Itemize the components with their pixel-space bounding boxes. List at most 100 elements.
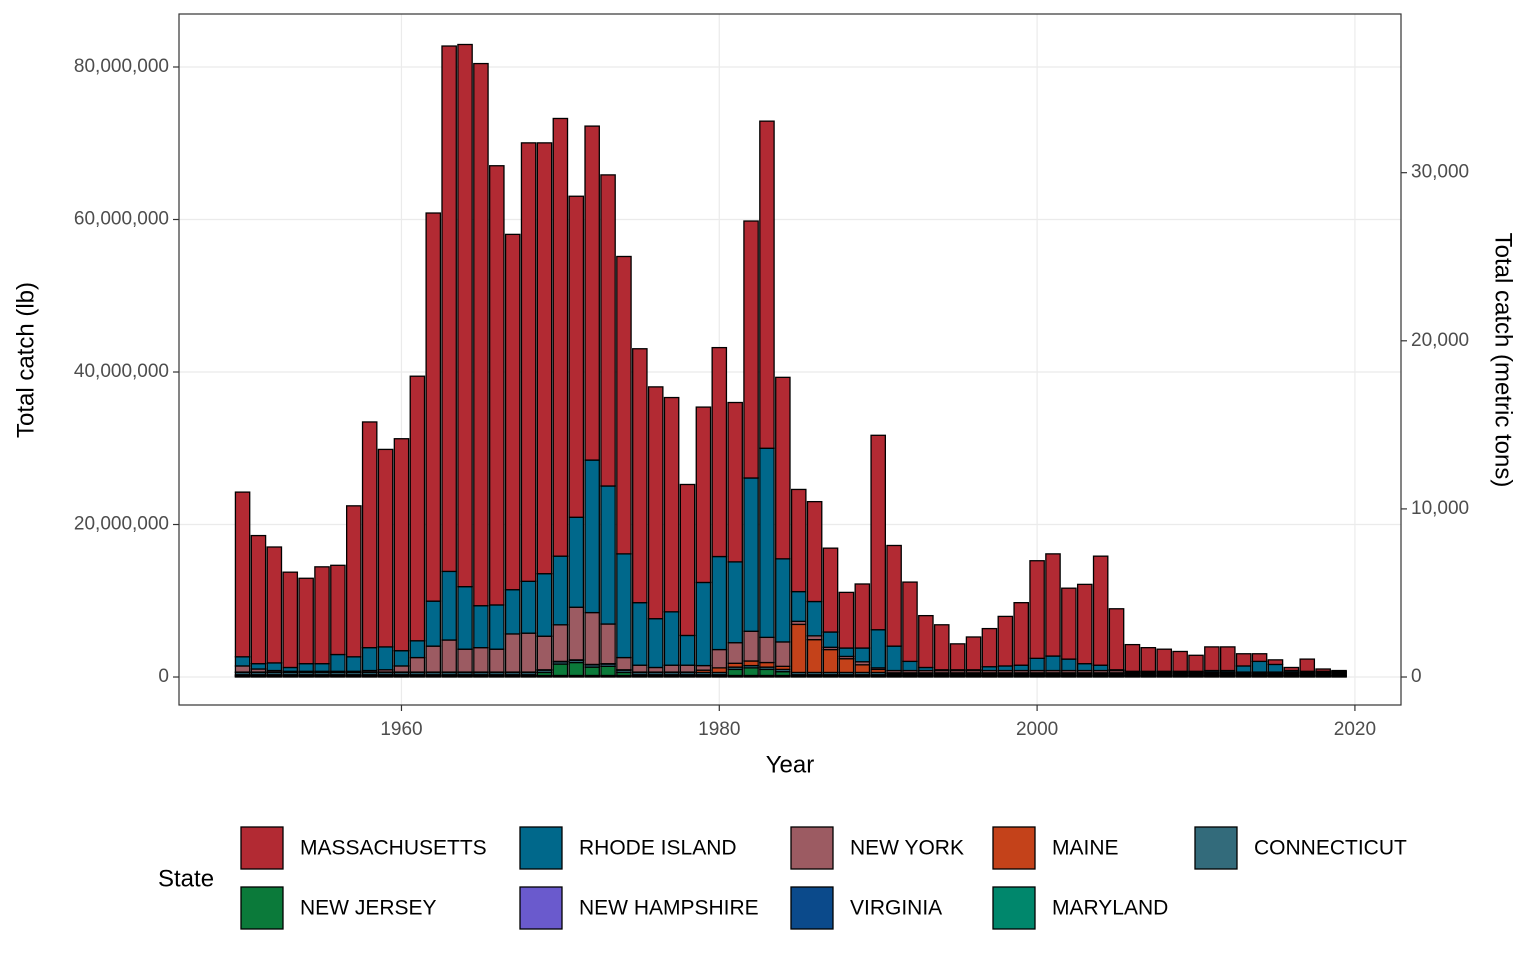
bar-segment bbox=[552, 624, 569, 663]
legend-label: CONNECTICUT bbox=[1254, 837, 1407, 860]
bar-segment bbox=[1251, 653, 1268, 663]
bar-segment bbox=[790, 488, 807, 593]
y-tick-label: 60,000,000 bbox=[74, 209, 169, 230]
bar-segment bbox=[663, 664, 680, 673]
bar-segment bbox=[536, 635, 553, 671]
bar-segment bbox=[695, 581, 712, 667]
bar-segment bbox=[473, 62, 489, 607]
bar-segment bbox=[520, 142, 537, 582]
y-tick-label: 40,000,000 bbox=[74, 361, 169, 382]
bar-segment bbox=[902, 581, 918, 663]
bar-segment bbox=[298, 663, 314, 672]
bar-segment bbox=[695, 664, 712, 671]
bar-segment bbox=[1267, 663, 1284, 673]
y2-tick-label: 10,000 bbox=[1411, 498, 1469, 519]
bar-segment bbox=[918, 614, 934, 669]
bar-segment bbox=[695, 406, 712, 584]
bar-segment bbox=[632, 602, 648, 666]
bar-segment bbox=[838, 647, 855, 658]
bar-segment bbox=[965, 636, 982, 671]
bar-segment bbox=[981, 627, 998, 668]
y-axis-title: Total catch (lb) bbox=[12, 282, 39, 438]
legend-swatch bbox=[992, 826, 1036, 870]
bar-segment bbox=[250, 534, 267, 665]
y-tick-label: 20,000,000 bbox=[74, 514, 169, 535]
x-tick-label: 1960 bbox=[380, 719, 422, 740]
legend-label: VIRGINIA bbox=[850, 897, 942, 920]
bar-segment bbox=[679, 664, 696, 673]
y2-axis-title: Total catch (metric tons) bbox=[1490, 233, 1517, 488]
bar-segment bbox=[727, 561, 743, 644]
bar-segment bbox=[647, 618, 664, 669]
bar-segment bbox=[441, 570, 457, 641]
bar-segment bbox=[822, 547, 839, 633]
bar-segment bbox=[616, 255, 632, 555]
bar-segment bbox=[854, 583, 871, 649]
bar-segment bbox=[314, 663, 330, 672]
bar-segment bbox=[886, 645, 902, 672]
bar-segment bbox=[520, 632, 537, 673]
bar-segment bbox=[790, 590, 807, 623]
legend-label: MARYLAND bbox=[1052, 897, 1168, 920]
bar-segment bbox=[504, 633, 521, 673]
bar-segment bbox=[759, 120, 775, 449]
bar-segment bbox=[1188, 654, 1204, 672]
bar-segment bbox=[759, 636, 775, 664]
legend-title: State bbox=[158, 865, 214, 892]
x-tick-label: 2000 bbox=[1016, 719, 1058, 740]
bar-segment bbox=[1156, 648, 1173, 672]
bar-segment bbox=[584, 611, 600, 666]
legend-swatch bbox=[519, 886, 563, 930]
bar-segment bbox=[1299, 658, 1316, 672]
bar-segment bbox=[600, 174, 616, 487]
bar-segment bbox=[743, 660, 759, 667]
bar-segment bbox=[790, 623, 807, 674]
bar-segment bbox=[457, 43, 473, 588]
bar-segment bbox=[632, 348, 648, 604]
bar-segment bbox=[616, 656, 632, 671]
bar-segment bbox=[520, 580, 537, 634]
bar-segment bbox=[1108, 608, 1125, 671]
bar-segment bbox=[1092, 664, 1109, 672]
bar-segment bbox=[409, 640, 426, 659]
x-tick-label: 2020 bbox=[1334, 719, 1376, 740]
bar-segment bbox=[1204, 646, 1220, 672]
bar-segment bbox=[552, 663, 569, 677]
bar-segment bbox=[234, 491, 251, 658]
bar-segment bbox=[743, 477, 759, 632]
bar-segment bbox=[568, 606, 585, 661]
bar-segment bbox=[743, 630, 759, 662]
bar-segment bbox=[743, 220, 759, 479]
bar-segment bbox=[409, 375, 426, 642]
bar-segment bbox=[822, 648, 839, 674]
bar-segment bbox=[1140, 647, 1157, 672]
y2-tick-label: 20,000 bbox=[1411, 330, 1469, 351]
bar-segment bbox=[838, 658, 855, 674]
bar-segment bbox=[473, 605, 489, 649]
bar-segment bbox=[298, 577, 314, 665]
bar-segment bbox=[409, 656, 426, 673]
bar-segment bbox=[679, 483, 696, 637]
bar-segment bbox=[679, 634, 696, 666]
x-axis-title: Year bbox=[766, 751, 815, 778]
bar-segment bbox=[489, 648, 505, 673]
bar-segment bbox=[933, 624, 950, 671]
bar-segment bbox=[377, 448, 394, 648]
bar-segment bbox=[711, 346, 728, 558]
bar-segment bbox=[997, 615, 1014, 667]
bar-segment bbox=[711, 667, 728, 674]
bar-segment bbox=[330, 653, 346, 672]
bar-segment bbox=[425, 645, 442, 673]
bar-segment bbox=[266, 546, 283, 664]
bar-segment bbox=[806, 600, 823, 637]
bar-segment bbox=[759, 668, 775, 677]
bar-segment bbox=[1315, 668, 1331, 672]
bar-segment bbox=[600, 623, 616, 665]
bar-segment bbox=[568, 661, 585, 677]
bar-segment bbox=[568, 516, 585, 608]
bar-segment bbox=[584, 125, 600, 461]
bar-segment bbox=[1235, 653, 1252, 667]
bar-segment bbox=[727, 642, 743, 664]
bar-segment bbox=[775, 641, 791, 667]
bar-segment bbox=[663, 611, 680, 666]
